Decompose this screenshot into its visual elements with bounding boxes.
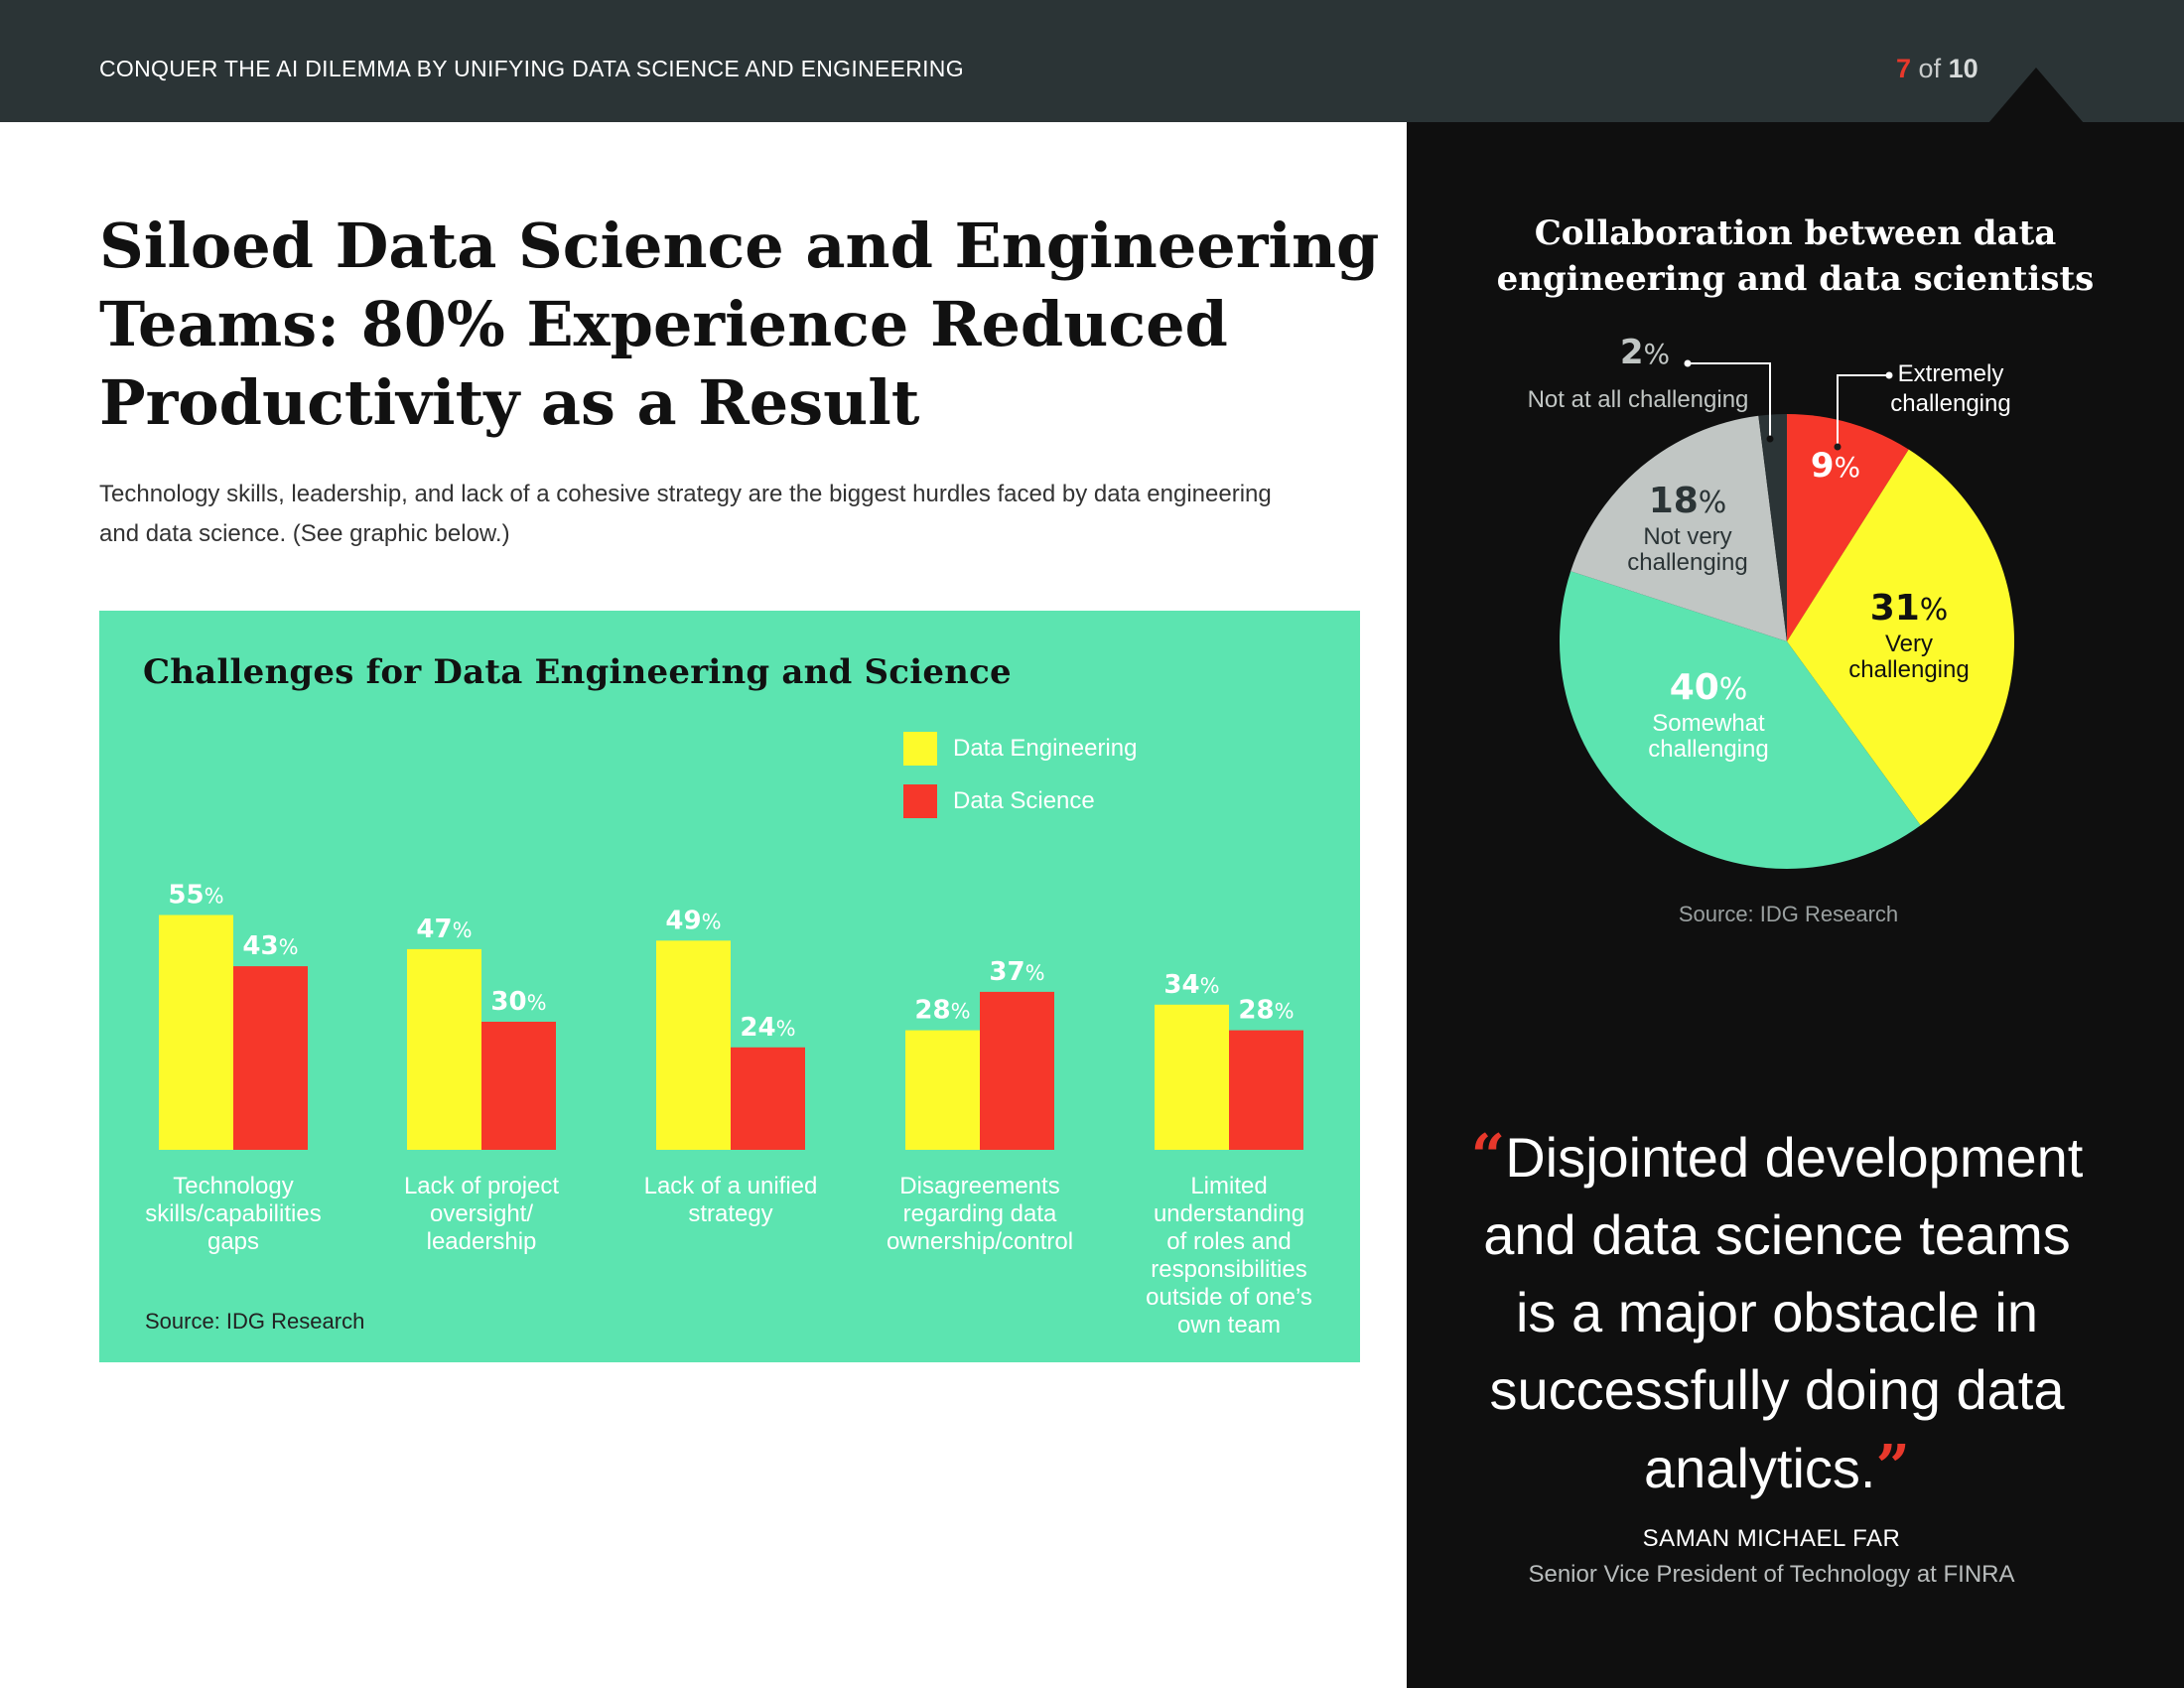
page-total: 10 <box>1948 54 1979 83</box>
sidebar-panel <box>1407 122 2184 1688</box>
pie-slice-0 <box>1787 414 1909 641</box>
page-subtitle: Technology skills, leadership, and lack … <box>99 475 1340 554</box>
page-current: 7 <box>1896 54 1912 83</box>
bar-science-3 <box>980 991 1054 1150</box>
quote-line: is a major obstacle in <box>1515 1281 2038 1343</box>
bar-science-0 <box>233 966 308 1150</box>
quote-author: SAMAN MICHAEL FAR <box>1642 1525 1901 1552</box>
pie-category-label-3: Not very challenging <box>1627 523 1747 576</box>
pie-value-label-1: 31% <box>1870 588 1949 629</box>
bar-science-2 <box>731 1047 805 1150</box>
pie-slice-1 <box>1787 449 2014 826</box>
open-quote-mark: “ <box>1470 1122 1506 1192</box>
category-label-1: Lack of project oversight/leadership <box>404 1173 559 1255</box>
panel-notch <box>1988 68 2084 123</box>
bar-science-1 <box>481 1022 556 1150</box>
pie-leader-line-0 <box>1837 374 1889 447</box>
category-label-2: Lack of a unified strategy <box>644 1173 818 1227</box>
value-label-science-3: 37% <box>989 957 1044 987</box>
quote-text: Disjointed development <box>1505 1126 2084 1189</box>
page-title: Siloed Data Science and Engineering Team… <box>99 207 1390 442</box>
value-label-engineering-2: 49% <box>665 906 721 935</box>
pie-category-label-0: Extremely challenging <box>1890 360 2010 417</box>
value-label-science-2: 24% <box>740 1013 795 1043</box>
page-title-line: Productivity as a Result <box>99 366 920 439</box>
bar-chart: 55% 43% Technology skills/capabilities gaps 4… <box>145 881 1312 1339</box>
quote-line: and data science teams <box>1483 1203 2071 1266</box>
value-label-science-1: 30% <box>490 987 546 1017</box>
category-label-0: Technology skills/capabilities gaps <box>145 1173 321 1255</box>
bar-science-4 <box>1229 1030 1303 1150</box>
legend-swatch-engineering <box>903 732 937 766</box>
legend-label-science: Data Science <box>953 787 1095 814</box>
pie-value-label-2: 40% <box>1670 667 1748 708</box>
pie-leader-end-0 <box>1834 443 1842 451</box>
bar-chart-source: Source: IDG Research <box>145 1309 365 1334</box>
pie-leader-dot-0 <box>1885 371 1893 379</box>
legend-swatch-science <box>903 784 937 818</box>
page-title-line: Teams: 80% Experience Reduced <box>99 288 1228 360</box>
page-title-line: Siloed Data Science and Engineering <box>99 210 1380 282</box>
category-label-4: Limited understanding of roles and responsi… <box>1146 1173 1312 1338</box>
page-of: of <box>1918 54 1942 83</box>
pie-category-label-4: Not at all challenging <box>1528 386 1749 413</box>
pie-leader-dot-4 <box>1684 359 1692 367</box>
pie-leader-end-4 <box>1766 435 1774 443</box>
pie-slice-3 <box>1570 415 1787 641</box>
pie-slice-4 <box>1758 414 1787 641</box>
pie-chart-source: Source: IDG Research <box>1678 902 1899 926</box>
quote-text: analytics. <box>1644 1437 1876 1499</box>
document-header-title: CONQUER THE AI DILEMMA BY UNIFYING DATA … <box>99 56 964 81</box>
pie-leader-line-4 <box>1688 362 1771 439</box>
quote-line: “Disjointed development <box>1430 1118 2124 1196</box>
pie-value-label-4: 2% <box>1620 333 1670 372</box>
bar-chart-title: Challenges for Data Engineering and Scie… <box>143 652 1012 692</box>
bar-engineering-4 <box>1155 1004 1229 1150</box>
pie-chart-title: Collaboration between data engineering a… <box>1407 211 2184 302</box>
value-label-engineering-1: 47% <box>416 914 472 944</box>
pull-quote: “Disjointed development and data science… <box>1430 1118 2124 1507</box>
pie-title-line: engineering and data scientists <box>1496 259 2095 299</box>
pie-slice-2 <box>1560 571 1921 870</box>
value-label-engineering-0: 55% <box>168 881 223 911</box>
bar-engineering-3 <box>905 1030 980 1150</box>
pie-value-label-3: 18% <box>1649 481 1727 521</box>
quote-line: successfully doing data <box>1489 1358 2065 1421</box>
close-quote-mark: ” <box>1875 1433 1910 1502</box>
legend-label-engineering: Data Engineering <box>953 735 1138 762</box>
bar-engineering-1 <box>407 948 481 1150</box>
pie-title-line: Collaboration between data <box>1534 213 2057 253</box>
category-label-3: Disagreements regarding data ownership/con… <box>887 1173 1073 1255</box>
legend-item-science: Data Science <box>903 784 1095 818</box>
value-label-engineering-4: 34% <box>1163 970 1219 1000</box>
value-label-science-4: 28% <box>1238 996 1294 1026</box>
top-bar <box>0 0 2184 122</box>
subtitle-line: and data science. (See graphic below.) <box>99 520 510 547</box>
pie-value-label-0: 9% <box>1811 446 1860 486</box>
pie-category-label-2: Somewhat challenging <box>1648 710 1768 763</box>
quote-line: analytics.” <box>1430 1429 2124 1507</box>
bar-engineering-0 <box>159 914 233 1150</box>
bar-engineering-2 <box>656 940 731 1150</box>
quote-author-role: Senior Vice President of Technology at F… <box>1528 1561 2015 1588</box>
subtitle-line: Technology skills, leadership, and lack … <box>99 481 1272 507</box>
pie-category-label-1: Very challenging <box>1848 631 1969 683</box>
pie-chart: 9% Extremely challenging 31%Very challenging… <box>1528 333 2014 870</box>
bar-chart-panel: Challenges for Data Engineering and Scie… <box>99 611 1360 1362</box>
value-label-science-0: 43% <box>242 931 298 961</box>
legend-item-engineering: Data Engineering <box>903 732 1137 766</box>
page-indicator: 7 of 10 <box>1896 54 1979 84</box>
value-label-engineering-3: 28% <box>914 996 970 1026</box>
